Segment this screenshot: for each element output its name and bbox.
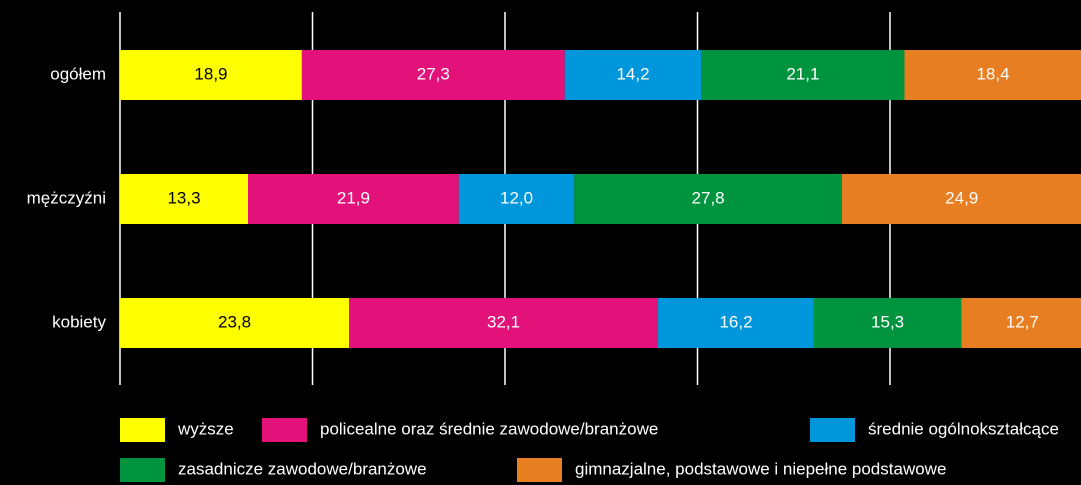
bar-segment [841, 174, 1081, 224]
data-label: 27,8 [692, 188, 725, 207]
bar-segment [120, 174, 249, 224]
data-label: 21,9 [337, 188, 370, 207]
legend-label: policealne oraz średnie zawodowe/branżow… [320, 419, 658, 438]
legend-label: zasadnicze zawodowe/branżowe [178, 459, 427, 478]
bar-segment [349, 298, 659, 348]
data-label: 12,7 [1006, 312, 1039, 331]
legend-swatch [120, 418, 165, 442]
bar-segment [301, 50, 565, 100]
legend-swatch [262, 418, 307, 442]
y-tick-label: ogółem [50, 64, 106, 83]
data-label: 16,2 [719, 312, 752, 331]
data-label: 32,1 [487, 312, 520, 331]
bar-segment [701, 50, 905, 100]
bar-segment [564, 50, 702, 100]
bar-segment [458, 174, 575, 224]
bar-segment [248, 174, 459, 224]
bar-segment [120, 50, 302, 100]
y-tick-label: kobiety [52, 312, 106, 331]
bar-segment [813, 298, 962, 348]
bar-segment [120, 298, 350, 348]
bar-segment [961, 298, 1081, 348]
data-label: 15,3 [871, 312, 904, 331]
bar-segment [574, 174, 842, 224]
data-label: 13,3 [167, 188, 200, 207]
legend-label: gimnazjalne, podstawowe i niepełne podst… [575, 459, 946, 478]
legend-label: wyższe [177, 419, 234, 438]
y-tick-label: mężczyźni [27, 188, 106, 207]
legend-swatch [120, 458, 165, 482]
bar-segment [904, 50, 1081, 100]
data-label: 21,1 [786, 64, 819, 83]
data-label: 14,2 [616, 64, 649, 83]
legend-swatch [517, 458, 562, 482]
data-label: 24,9 [945, 188, 978, 207]
data-label: 18,9 [194, 64, 227, 83]
legend-label: średnie ogólnokształcące [868, 419, 1059, 438]
data-label: 27,3 [417, 64, 450, 83]
data-label: 12,0 [500, 188, 533, 207]
data-label: 23,8 [218, 312, 251, 331]
data-label: 18,4 [976, 64, 1009, 83]
bar-segment [658, 298, 814, 348]
legend-swatch [810, 418, 855, 442]
